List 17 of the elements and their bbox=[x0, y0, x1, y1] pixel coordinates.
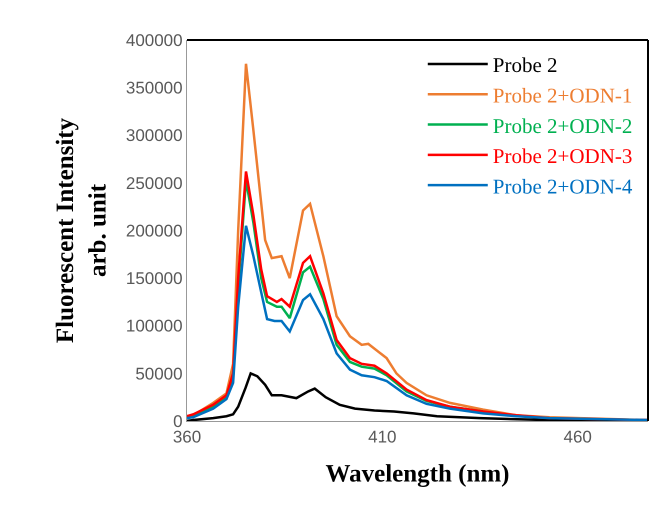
legend-label: Probe 2+ODN-3 bbox=[492, 144, 632, 168]
x-tick-label: 460 bbox=[563, 427, 592, 446]
legend-label: Probe 2 bbox=[492, 53, 558, 78]
legend-label: Probe 2+ODN-2 bbox=[492, 114, 632, 138]
y-tick-label: 150000 bbox=[126, 269, 183, 288]
x-axis-title: Wavelength (nm) bbox=[325, 460, 510, 488]
y-tick-label: 400000 bbox=[126, 30, 183, 50]
legend-label: Probe 2+ODN-4 bbox=[492, 174, 633, 198]
y-tick-label: 250000 bbox=[126, 174, 183, 193]
y-axis-title: Fluorescent Intensity arb. unit bbox=[52, 117, 112, 344]
legend-label: Probe 2+ODN-1 bbox=[492, 83, 632, 108]
y-tick-label: 300000 bbox=[126, 126, 183, 146]
y-tick-label: 50000 bbox=[135, 364, 183, 384]
y-tick-label: 100000 bbox=[126, 316, 183, 336]
y-tick-label: 350000 bbox=[126, 78, 183, 98]
x-tick-label: 410 bbox=[368, 427, 397, 446]
y-tick-label: 200000 bbox=[126, 221, 183, 240]
